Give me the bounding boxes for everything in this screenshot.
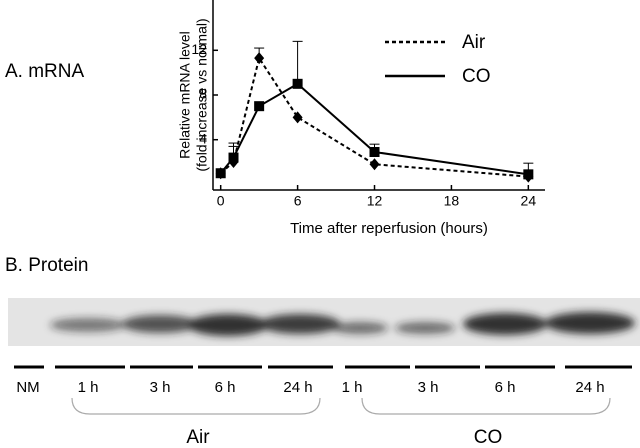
- error-bar: [292, 40, 303, 84]
- x-tick-label: 12: [367, 193, 383, 209]
- lane-label: 1 h: [342, 379, 363, 396]
- lane-label: 24 h: [575, 379, 604, 396]
- x-tick-label: 24: [521, 193, 537, 209]
- lane-label: 6 h: [495, 379, 516, 396]
- legend-label: CO: [462, 66, 491, 87]
- marker: [369, 158, 380, 171]
- x-tick-label: 6: [294, 193, 302, 209]
- panel-label: A. mRNA: [5, 61, 85, 82]
- x-tick-label: 0: [217, 193, 225, 209]
- lane-label: 24 h: [283, 379, 312, 396]
- marker: [523, 169, 534, 180]
- lane-label: 3 h: [418, 379, 439, 396]
- marker: [254, 52, 265, 65]
- y-axis-title: (fold increase vs normal): [194, 18, 210, 171]
- group-label: Air: [186, 427, 210, 448]
- panel-label: B. Protein: [5, 255, 88, 276]
- group-brackets: [71, 397, 611, 415]
- marker: [292, 111, 303, 124]
- blot-image: [8, 298, 640, 346]
- lane-label: NM: [16, 379, 39, 396]
- group-label: CO: [474, 427, 503, 448]
- lane-label: 1 h: [78, 379, 99, 396]
- marker: [369, 147, 380, 157]
- y-axis-title: Relative mRNA level: [177, 31, 193, 159]
- lane-label: 3 h: [150, 379, 171, 396]
- marker: [292, 78, 303, 89]
- marker: [254, 101, 265, 112]
- y-tick-label: 12: [191, 41, 207, 57]
- x-tick-label: 18: [444, 193, 460, 209]
- marker: [228, 152, 239, 163]
- y-tick-label: 8: [199, 86, 207, 102]
- marker: [215, 168, 226, 179]
- legend-label: Air: [462, 32, 486, 53]
- y-tick-label: 4: [199, 130, 207, 146]
- x-axis-title: Time after reperfusion (hours): [290, 220, 488, 237]
- lane-label: 6 h: [215, 379, 236, 396]
